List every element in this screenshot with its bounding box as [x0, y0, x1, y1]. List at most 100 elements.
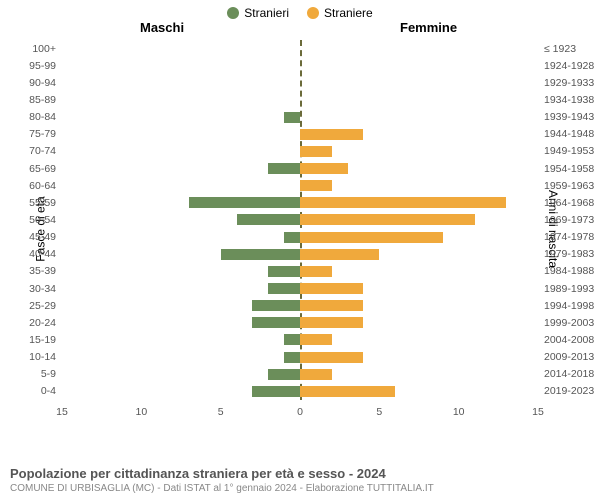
bar-male: [189, 197, 300, 208]
legend-label-male: Stranieri: [244, 6, 289, 20]
age-label: 25-29: [29, 300, 56, 312]
header-female: Femmine: [400, 20, 457, 35]
x-tick: 5: [376, 406, 382, 418]
x-tick: 10: [135, 406, 147, 418]
birth-label: 1959-1963: [544, 180, 594, 192]
age-label: 80-84: [29, 111, 56, 123]
plot-area: 100+≤ 192395-991924-192890-941929-193385…: [62, 40, 538, 400]
birth-label: 1974-1978: [544, 231, 594, 243]
pyramid-row: 35-391984-1988: [62, 263, 538, 280]
bar-female: [300, 197, 506, 208]
legend-item-male: Stranieri: [227, 6, 289, 20]
pyramid-row: 20-241999-2003: [62, 314, 538, 331]
birth-label: 2019-2023: [544, 385, 594, 397]
bar-male: [221, 249, 300, 260]
bar-male: [237, 214, 300, 225]
age-label: 75-79: [29, 128, 56, 140]
caption: Popolazione per cittadinanza straniera p…: [10, 466, 434, 494]
chart: Fasce di età Anni di nascita 100+≤ 19239…: [62, 40, 538, 418]
bar-female: [300, 300, 363, 311]
bar-female: [300, 249, 379, 260]
bar-female: [300, 163, 348, 174]
legend-item-female: Straniere: [307, 6, 373, 20]
bar-female: [300, 369, 332, 380]
caption-title: Popolazione per cittadinanza straniera p…: [10, 466, 434, 481]
pyramid-row: 70-741949-1953: [62, 143, 538, 160]
bar-female: [300, 317, 363, 328]
age-label: 55-59: [29, 197, 56, 209]
bar-female: [300, 232, 443, 243]
bar-female: [300, 214, 475, 225]
age-label: 0-4: [41, 385, 56, 397]
birth-label: 2014-2018: [544, 368, 594, 380]
birth-label: 1934-1938: [544, 94, 594, 106]
age-label: 45-49: [29, 231, 56, 243]
age-label: 5-9: [41, 368, 56, 380]
birth-label: 2009-2013: [544, 351, 594, 363]
x-axis: 15105051015: [62, 402, 538, 418]
pyramid-row: 5-92014-2018: [62, 366, 538, 383]
pyramid-row: 95-991924-1928: [62, 57, 538, 74]
pyramid-row: 90-941929-1933: [62, 74, 538, 91]
bar-female: [300, 352, 363, 363]
birth-label: 2004-2008: [544, 334, 594, 346]
pyramid-row: 50-541969-1973: [62, 211, 538, 228]
birth-label: 1924-1928: [544, 60, 594, 72]
bar-female: [300, 334, 332, 345]
x-tick: 10: [453, 406, 465, 418]
birth-label: 1944-1948: [544, 128, 594, 140]
birth-label: 1994-1998: [544, 300, 594, 312]
age-label: 60-64: [29, 180, 56, 192]
column-headers: Maschi Femmine: [0, 20, 600, 38]
legend: Stranieri Straniere: [0, 0, 600, 20]
bar-male: [252, 300, 300, 311]
bar-male: [268, 369, 300, 380]
age-label: 20-24: [29, 317, 56, 329]
pyramid-row: 55-591964-1968: [62, 194, 538, 211]
x-tick: 15: [56, 406, 68, 418]
x-tick: 0: [297, 406, 303, 418]
pyramid-row: 60-641959-1963: [62, 177, 538, 194]
header-male: Maschi: [140, 20, 184, 35]
age-label: 95-99: [29, 60, 56, 72]
bar-female: [300, 129, 363, 140]
bar-male: [284, 232, 300, 243]
bar-female: [300, 180, 332, 191]
bar-male: [268, 266, 300, 277]
birth-label: 1939-1943: [544, 111, 594, 123]
swatch-male: [227, 7, 239, 19]
pyramid-row: 75-791944-1948: [62, 126, 538, 143]
bar-female: [300, 266, 332, 277]
age-label: 100+: [32, 43, 56, 55]
pyramid-row: 40-441979-1983: [62, 246, 538, 263]
age-label: 85-89: [29, 94, 56, 106]
bar-female: [300, 386, 395, 397]
pyramid-row: 25-291994-1998: [62, 297, 538, 314]
bar-male: [284, 112, 300, 123]
pyramid-row: 65-691954-1958: [62, 160, 538, 177]
age-label: 15-19: [29, 334, 56, 346]
pyramid-row: 80-841939-1943: [62, 109, 538, 126]
birth-label: 1969-1973: [544, 214, 594, 226]
bar-male: [284, 334, 300, 345]
age-label: 30-34: [29, 283, 56, 295]
x-tick: 5: [218, 406, 224, 418]
birth-label: 1929-1933: [544, 77, 594, 89]
bar-male: [252, 317, 300, 328]
birth-label: 1949-1953: [544, 145, 594, 157]
bar-female: [300, 146, 332, 157]
bar-male: [268, 283, 300, 294]
pyramid-row: 10-142009-2013: [62, 349, 538, 366]
birth-label: 1984-1988: [544, 265, 594, 277]
pyramid-row: 85-891934-1938: [62, 91, 538, 108]
age-label: 35-39: [29, 265, 56, 277]
age-label: 65-69: [29, 163, 56, 175]
bar-male: [268, 163, 300, 174]
bar-female: [300, 283, 363, 294]
caption-sub: COMUNE DI URBISAGLIA (MC) - Dati ISTAT a…: [10, 483, 434, 494]
birth-label: 1999-2003: [544, 317, 594, 329]
age-label: 40-44: [29, 248, 56, 260]
age-label: 50-54: [29, 214, 56, 226]
pyramid-row: 0-42019-2023: [62, 383, 538, 400]
pyramid-row: 100+≤ 1923: [62, 40, 538, 57]
